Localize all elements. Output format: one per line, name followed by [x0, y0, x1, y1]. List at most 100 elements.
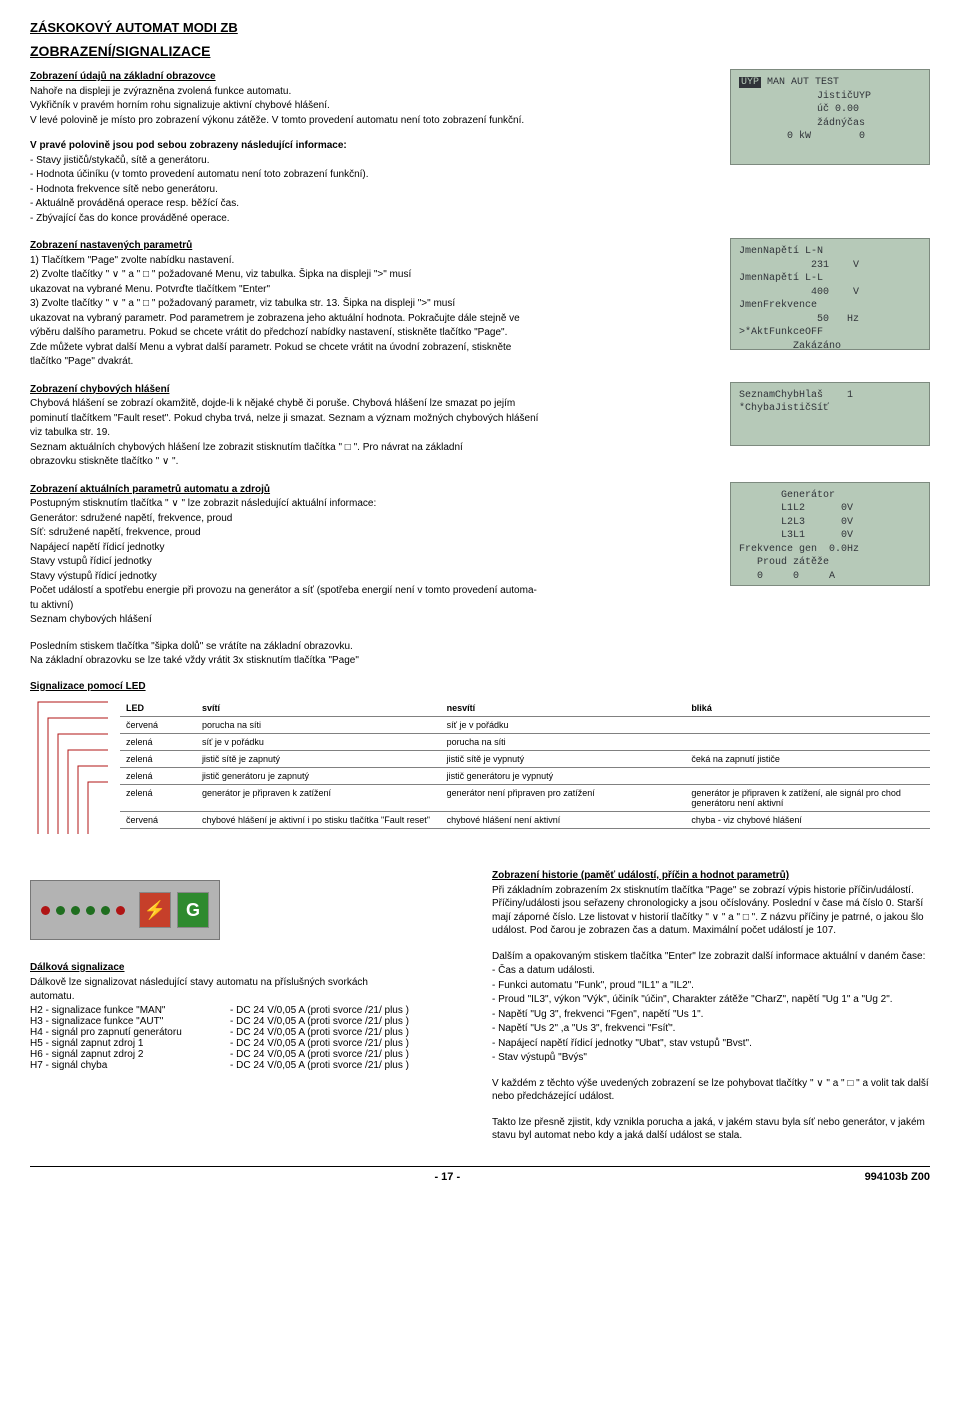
errdisp-heading: Zobrazení chybových hlášení [30, 383, 716, 397]
led-indicator [116, 906, 125, 915]
signal-value: - DC 24 V/0,05 A (proti svorce /21/ plus… [230, 1027, 409, 1038]
section-title: ZOBRAZENÍ/SIGNALIZACE [30, 43, 930, 59]
signal-value: - DC 24 V/0,05 A (proti svorce /21/ plus… [230, 1016, 409, 1027]
led-indicator [86, 906, 95, 915]
led-panel-image: ⚡ G [30, 880, 220, 940]
paramdisp-l4: 3) Zvolte tlačítky " ∨ " a " □ " požadov… [30, 297, 716, 311]
table-row: červenáporucha na sítisíť je v pořádku [120, 717, 930, 734]
return-l2: Na základní obrazovku se lze také vždy v… [30, 654, 930, 668]
remotesig-intro2: automatu. [30, 990, 468, 1004]
led-indicator [71, 906, 80, 915]
rightinfo-i3: - Hodnota frekvence sítě nebo generátoru… [30, 183, 716, 197]
signal-label: H5 - signál zapnut zdroj 1 [30, 1038, 230, 1049]
led-hdr-nesviti: nesvítí [441, 700, 686, 717]
paramdisp-l7: Zde můžete vybrat další Menu a vybrat da… [30, 341, 716, 355]
history-heading: Zobrazení historie (paměť událostí, příč… [492, 869, 930, 883]
paramdisp-l1: 1) Tlačítkem "Page" zvolte nabídku nasta… [30, 254, 716, 268]
actualparams-l9: Seznam chybových hlášení [30, 613, 716, 627]
paramdisp-l6: výběru dalšího parametru. Pokud se chcet… [30, 326, 716, 340]
paramdisp-l2: 2) Zvolte tlačítky " ∨ " a " □ " požadov… [30, 268, 716, 282]
lcd-screen-1: UYP MAN AUT TEST JističUYP úč 0.00 žádný… [730, 69, 930, 165]
history-p3: V každém z těchto výše uvedených zobraze… [492, 1077, 930, 1104]
errdisp-l5: obrazovku stiskněte tlačítko " ∨ ". [30, 455, 716, 469]
led-cell: jistič generátoru je zapnutý [196, 768, 441, 785]
led-cell: čeká na zapnutí jističe [685, 751, 930, 768]
led-cell: zelená [120, 751, 196, 768]
led-indicator [101, 906, 110, 915]
table-row: červenáchybové hlášení je aktivní i po s… [120, 812, 930, 829]
paramdisp-l8: tlačítko "Page" dvakrát. [30, 355, 716, 369]
led-cell: síť je v pořádku [196, 734, 441, 751]
page-header: ZÁSKOKOVÝ AUTOMAT MODI ZB [30, 20, 930, 35]
signal-row: H2 - signalizace funkce "MAN"- DC 24 V/0… [30, 1005, 468, 1016]
led-cell: zelená [120, 734, 196, 751]
paramdisp-l3: ukazovat na vybrané Menu. Potvrďte tlačí… [30, 283, 716, 297]
return-l1: Posledním stiskem tlačítka "šipka dolů" … [30, 640, 930, 654]
led-cell: červená [120, 717, 196, 734]
led-cell: generátor není připraven pro zatížení [441, 785, 686, 812]
signal-row: H3 - signalizace funkce "AUT"- DC 24 V/0… [30, 1016, 468, 1027]
rightinfo-heading: V pravé polovině jsou pod sebou zobrazen… [30, 139, 716, 153]
signal-value: - DC 24 V/0,05 A (proti svorce /21/ plus… [230, 1049, 409, 1060]
history-li7: - Stav výstupů "Bvýs" [492, 1051, 930, 1065]
led-cell [685, 717, 930, 734]
table-row: zelenájistič sítě je zapnutýjistič sítě … [120, 751, 930, 768]
history-li5: - Napětí "Us 2" ,a "Us 3", frekvenci "Fs… [492, 1022, 930, 1036]
lcd-screen-2: JmenNapětí L-N 231 V JmenNapětí L-L 400 … [730, 238, 930, 350]
signal-label: H7 - signál chyba [30, 1060, 230, 1071]
actualparams-l6: Stavy výstupů řídicí jednotky [30, 570, 716, 584]
intro-l2: Vykřičník v pravém horním rohu signalizu… [30, 99, 716, 113]
errdisp-l4: Seznam aktuálních chybových hlášení lze … [30, 441, 716, 455]
intro-l3: V levé polovině je místo pro zobrazení v… [30, 114, 716, 128]
errdisp-l1: Chybová hlášení se zobrazí okamžitě, doj… [30, 397, 716, 411]
errdisp-l2: pominutí tlačítkem "Fault reset". Pokud … [30, 412, 716, 426]
actualparams-l7: Počet událostí a spotřebu energie při pr… [30, 584, 716, 598]
rightinfo-i4: - Aktuálně prováděná operace resp. běžíc… [30, 197, 716, 211]
led-cell: porucha na síti [441, 734, 686, 751]
signal-row: H6 - signál zapnut zdroj 2- DC 24 V/0,05… [30, 1049, 468, 1060]
signal-row: H4 - signál pro zapnutí generátoru- DC 2… [30, 1027, 468, 1038]
rightinfo-i1: - Stavy jističů/stykačů, sítě a generáto… [30, 154, 716, 168]
led-cell: chybové hlášení je aktivní i po stisku t… [196, 812, 441, 829]
led-indicator [41, 906, 50, 915]
signal-value: - DC 24 V/0,05 A (proti svorce /21/ plus… [230, 1005, 409, 1016]
intro-l1: Nahoře na displeji je zvýrazněna zvolená… [30, 85, 716, 99]
led-cell: jistič sítě je zapnutý [196, 751, 441, 768]
history-p2: Dalším a opakovaným stiskem tlačítka "En… [492, 950, 930, 964]
actualparams-l2: Generátor: sdružené napětí, frekvence, p… [30, 512, 716, 526]
table-row: zelenásíť je v pořádkuporucha na síti [120, 734, 930, 751]
led-table: LED svítí nesvítí bliká červenáporucha n… [120, 700, 930, 829]
led-hdr-led: LED [120, 700, 196, 717]
remotesig-intro1: Dálkově lze signalizovat následující sta… [30, 976, 468, 990]
table-row: zelenájistič generátoru je zapnutýjistič… [120, 768, 930, 785]
led-cell: chybové hlášení není aktivní [441, 812, 686, 829]
led-hdr-sviti: svítí [196, 700, 441, 717]
rightinfo-i5: - Zbývající čas do konce prováděné opera… [30, 212, 716, 226]
actualparams-heading: Zobrazení aktuálních parametrů automatu … [30, 483, 716, 497]
footer-doc: 994103b Z00 [865, 1171, 930, 1183]
history-li1: - Čas a datum události. [492, 964, 930, 978]
led-cell: generátor je připraven k zatížení, ale s… [685, 785, 930, 812]
actualparams-l1: Postupným stisknutím tlačítka " ∨ " lze … [30, 497, 716, 511]
led-cell: síť je v pořádku [441, 717, 686, 734]
led-cell: červená [120, 812, 196, 829]
led-cell: porucha na síti [196, 717, 441, 734]
led-indicator [56, 906, 65, 915]
led-hdr-blika: bliká [685, 700, 930, 717]
paramdisp-l5: ukazovat na vybraný parametr. Pod parame… [30, 312, 716, 326]
history-p4: Takto lze přesně zjistit, kdy vznikla po… [492, 1116, 930, 1143]
errdisp-l3: viz tabulka str. 19. [30, 426, 716, 440]
led-cell: zelená [120, 785, 196, 812]
generator-icon: G [177, 892, 209, 928]
paramdisp-heading: Zobrazení nastavených parametrů [30, 239, 716, 253]
led-connector-lines [30, 694, 110, 854]
led-heading: Signalizace pomocí LED [30, 680, 930, 694]
table-row: zelenágenerátor je připraven k zatíženíg… [120, 785, 930, 812]
history-li6: - Napájecí napětí řídicí jednotky "Ubat"… [492, 1037, 930, 1051]
led-cell [685, 734, 930, 751]
history-li3: - Proud "IL3", výkon "Výk", účiník "účin… [492, 993, 930, 1007]
signal-label: H2 - signalizace funkce "MAN" [30, 1005, 230, 1016]
signal-row: H5 - signál zapnut zdroj 1- DC 24 V/0,05… [30, 1038, 468, 1049]
grid-icon: ⚡ [139, 892, 171, 928]
actualparams-l8: tu aktivní) [30, 599, 716, 613]
